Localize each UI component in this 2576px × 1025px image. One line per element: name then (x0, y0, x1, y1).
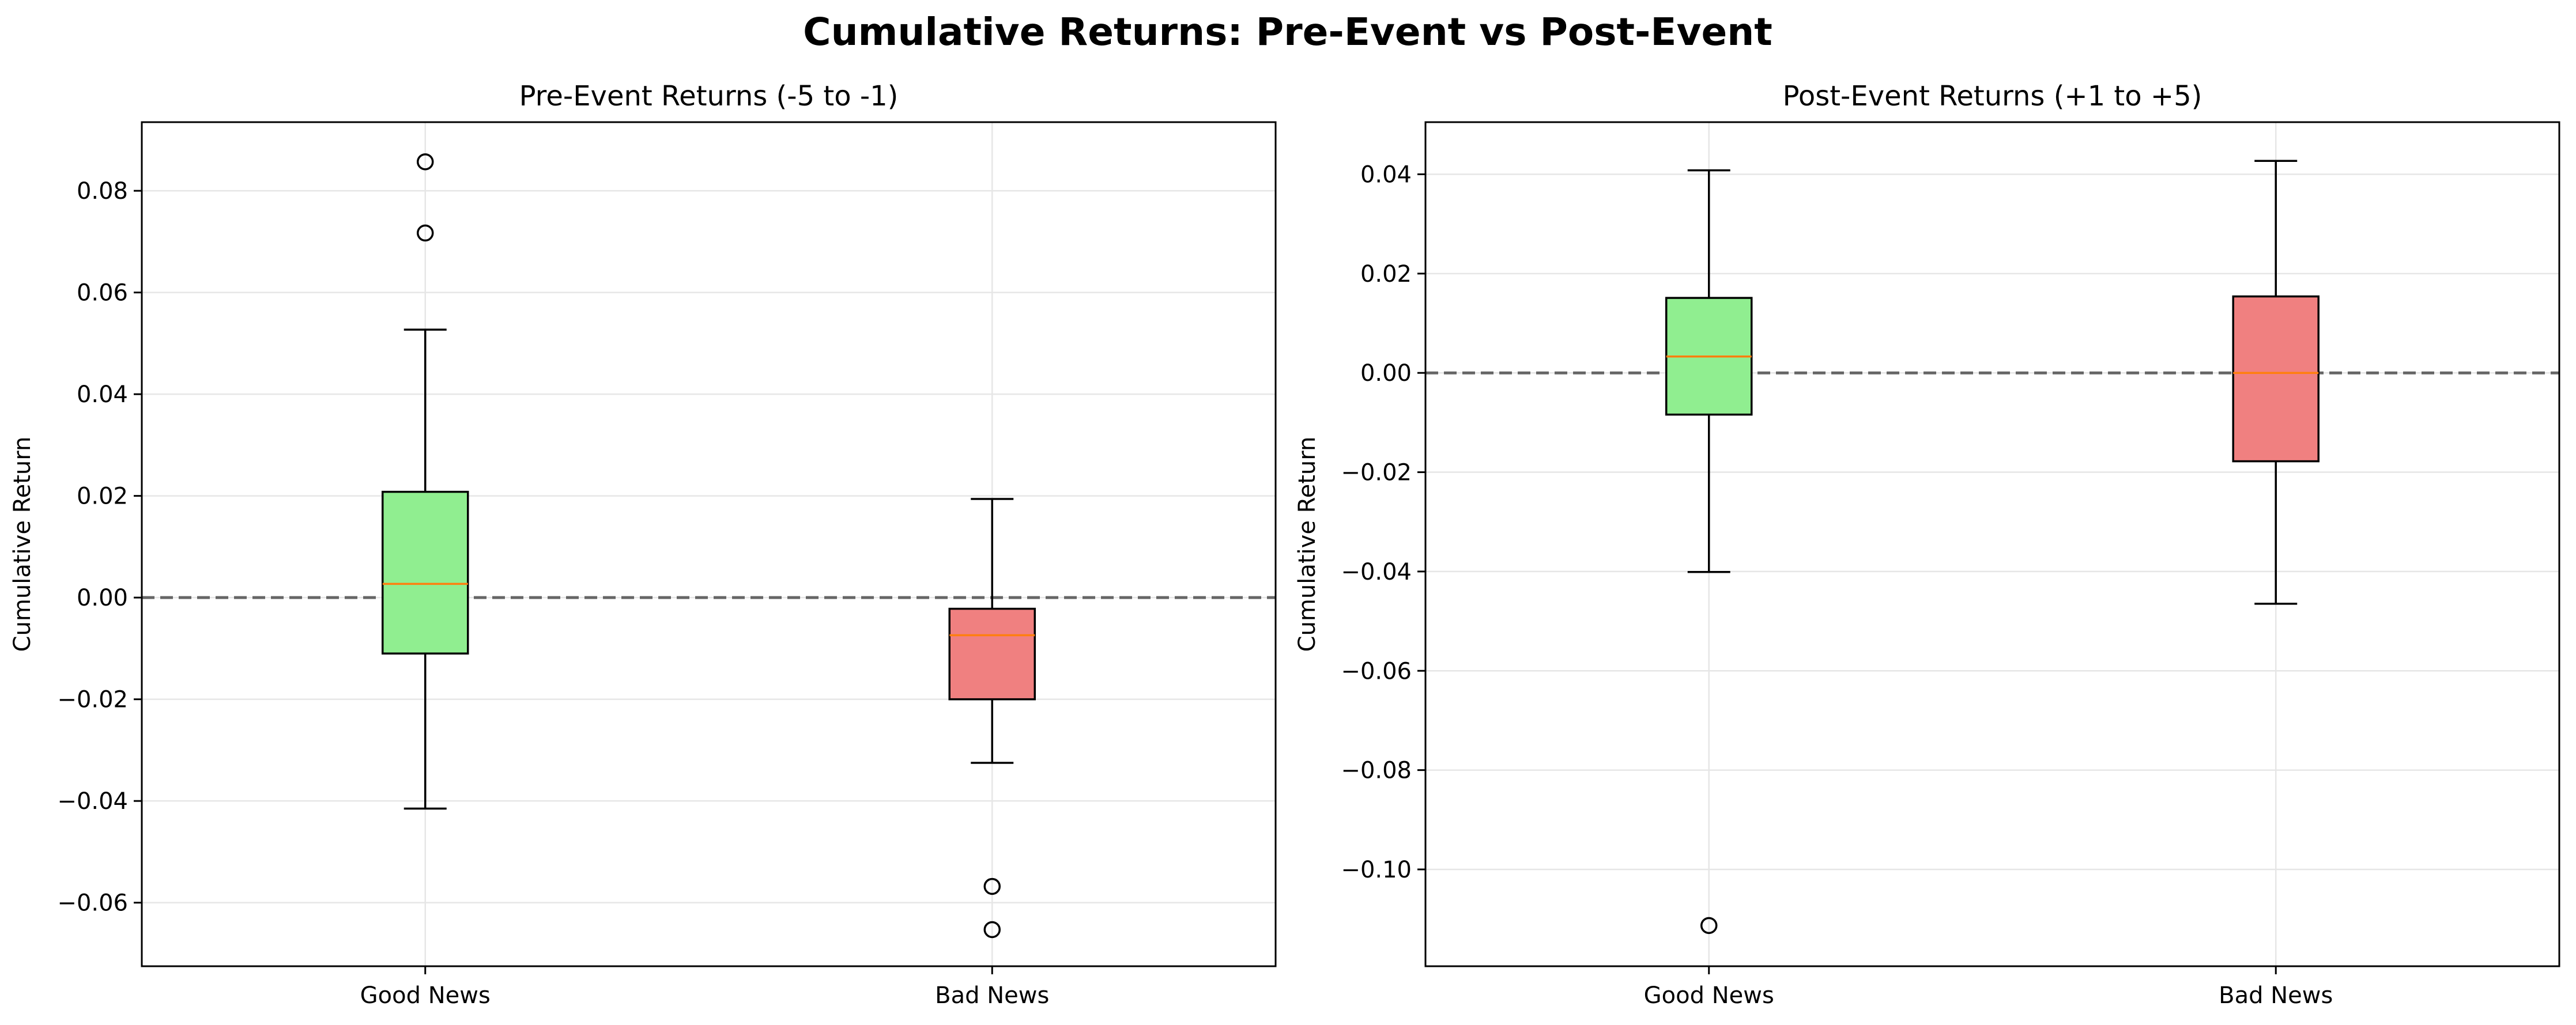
outlier-point (417, 224, 434, 242)
outlier-point (983, 878, 1001, 895)
figure-title: Cumulative Returns: Pre-Event vs Post-Ev… (803, 10, 1772, 54)
iqr-box (948, 607, 1036, 701)
box-bad-news (2232, 160, 2319, 605)
y-tick-label: −0.02 (1341, 460, 1412, 486)
y-tick-label: −0.02 (57, 687, 128, 713)
box-bad-news (948, 498, 1036, 939)
y-tick-label: −0.10 (1341, 857, 1412, 883)
y-tick-label: −0.04 (1341, 559, 1412, 585)
y-tick-label: 0.02 (1360, 261, 1412, 288)
panel-title: Post-Event Returns (+1 to +5) (1783, 80, 2202, 112)
y-tick-label: 0.02 (77, 483, 128, 510)
y-tick-label: 0.06 (77, 280, 128, 307)
y-tick-label: −0.08 (1341, 758, 1412, 784)
x-tick-label: Bad News (2219, 982, 2333, 1009)
y-axis-label: Cumulative Return (9, 437, 36, 652)
iqr-box (382, 490, 469, 655)
y-tick-label: 0.00 (77, 585, 128, 611)
box-good-news (382, 153, 469, 810)
axes-frame (1424, 121, 2560, 967)
y-tick-label: 0.04 (77, 381, 128, 408)
x-tick-label: Bad News (935, 982, 1049, 1009)
pre-event-panel: −0.06 −0.04 −0.02 0.00 0.02 0.04 0.06 0.08 Good … (9, 80, 1277, 1009)
iqr-box (2232, 295, 2319, 463)
y-tick-label: 0.04 (1360, 161, 1412, 188)
x-tick-label: Good News (360, 982, 491, 1009)
y-tick-label: −0.04 (57, 788, 128, 815)
outlier-point (417, 153, 434, 171)
y-tick-label: −0.06 (57, 890, 128, 917)
y-axis-label: Cumulative Return (1294, 437, 1321, 652)
box-good-news (1665, 169, 1753, 935)
x-tick-label: Good News (1644, 982, 1774, 1009)
y-tick-label: 0.08 (77, 178, 128, 205)
y-tick-label: 0.00 (1360, 360, 1412, 387)
panel-title: Pre-Event Returns (-5 to -1) (519, 80, 899, 112)
outlier-point (1700, 917, 1718, 935)
axes-frame (141, 121, 1277, 967)
y-tick-label: −0.06 (1341, 658, 1412, 684)
outlier-point (983, 921, 1001, 939)
post-event-panel: −0.10 −0.08 −0.06 −0.04 −0.02 0.00 0.02 0.04 Goo… (1294, 80, 2560, 1009)
